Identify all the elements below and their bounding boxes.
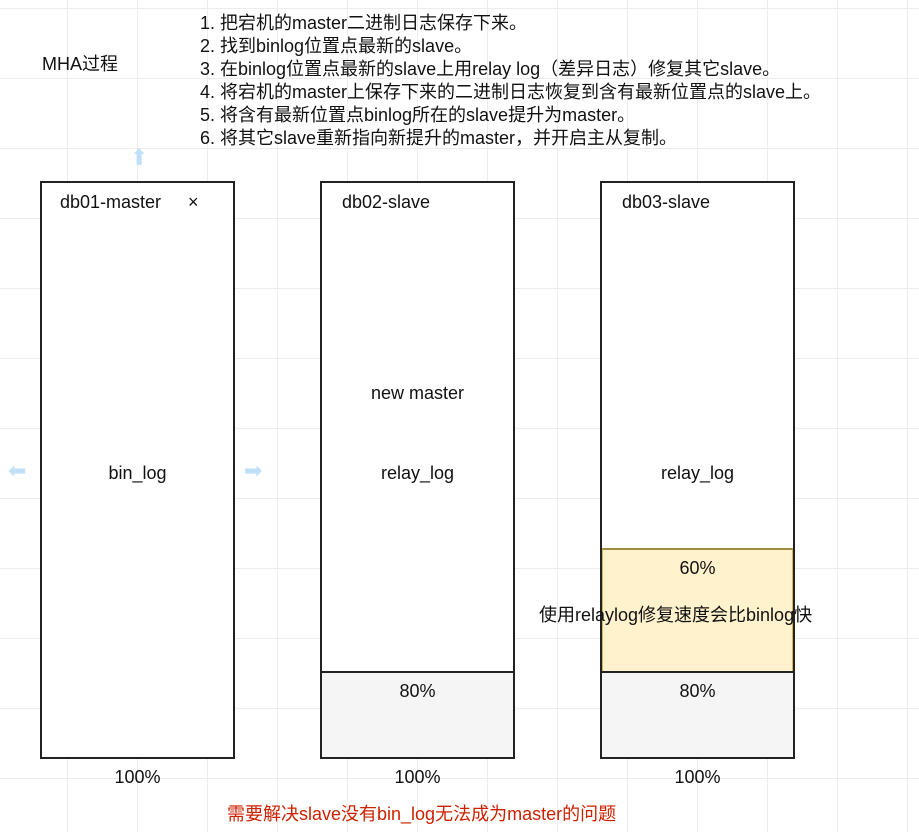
close-icon: × [188,192,199,212]
node-name: db01-master [60,192,162,212]
diagram-title: MHA过程 [42,54,118,74]
gray-segment: 80% [602,671,793,757]
step-5: 5. 将含有最新位置点binlog所在的slave提升为master。 [200,105,636,125]
part-yellow-label: 60% [679,558,716,578]
db02-slave-box[interactable]: db02-slave new master relay_log 80% [320,181,515,759]
db01-total: 100% [114,767,161,787]
connect-arrow-up-icon[interactable]: ⬆ [130,145,149,170]
part-label: 80% [399,681,436,701]
role-label: new master [370,383,465,403]
step-3: 3. 在binlog位置点最新的slave上用relay log（差异日志）修复… [200,59,781,79]
log-label: relay_log [660,463,735,483]
db01-master-box[interactable]: db01-master × bin_log [40,181,235,759]
part-label: 80% [679,681,716,701]
relaylog-note: 使用relaylog修复速度会比binlog快 [539,605,813,625]
db03-total: 100% [674,767,721,787]
step-6: 6. 将其它slave重新指向新提升的master，并开启主从复制。 [200,128,678,148]
yellow-segment: 60% [602,548,793,672]
step-4: 4. 将宕机的master上保存下来的二进制日志恢复到含有最新位置点的slave… [200,82,822,102]
gray-segment: 80% [322,671,513,757]
log-label: relay_log [380,463,455,483]
db02-total: 100% [394,767,441,787]
connect-arrow-left-icon[interactable]: ⬅ [8,458,27,483]
node-name: db02-slave [342,192,431,212]
step-1: 1. 把宕机的master二进制日志保存下来。 [200,13,528,33]
connect-arrow-right-icon[interactable]: ➡ [244,458,263,483]
db03-slave-box[interactable]: db03-slave relay_log 60% 80% [600,181,795,759]
log-label: bin_log [108,463,167,483]
steps-list: 1. 把宕机的master二进制日志保存下来。 2. 找到binlog位置点最新… [200,12,821,150]
node-name: db03-slave [622,192,711,212]
problem-note: 需要解决slave没有bin_log无法成为master的问题 [227,804,617,824]
step-2: 2. 找到binlog位置点最新的slave。 [200,36,473,56]
